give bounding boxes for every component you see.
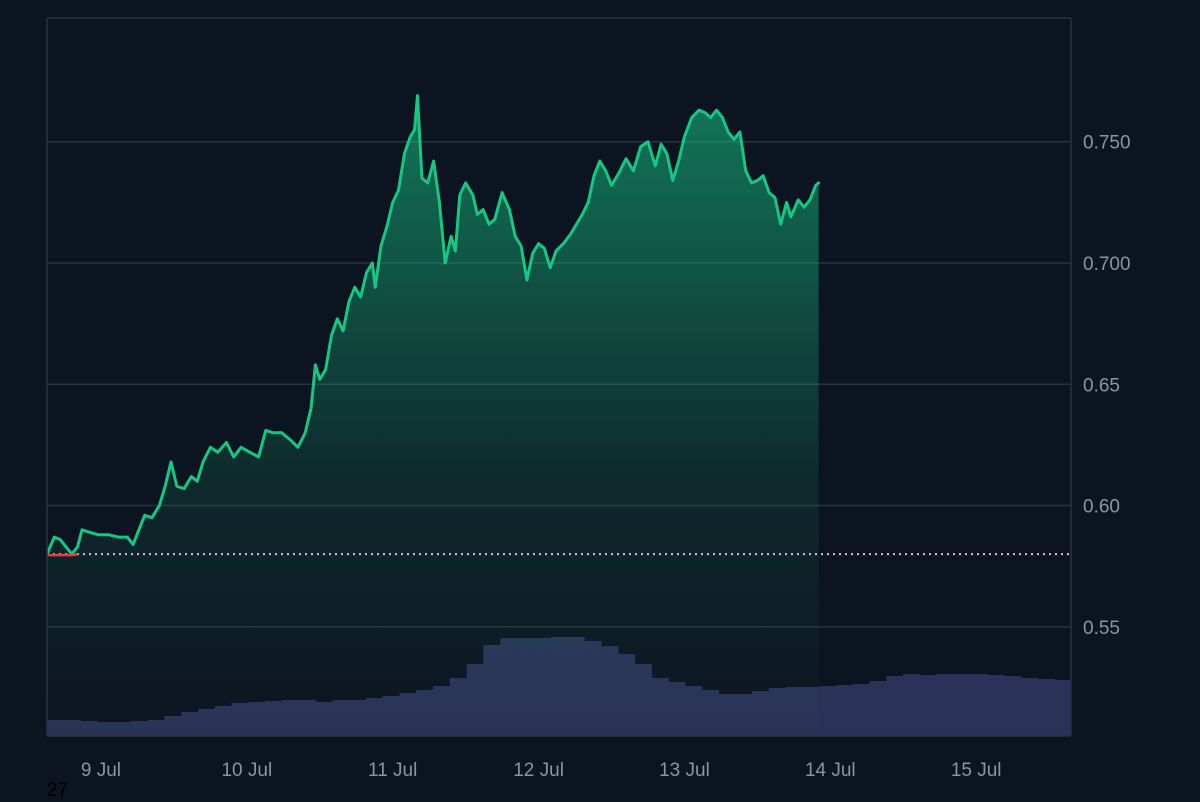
volume-bar	[1037, 679, 1055, 736]
x-tick-label: 13 Jul	[659, 760, 710, 781]
plot-frame	[46, 17, 1072, 737]
stray-tick-label: 27	[47, 780, 69, 801]
volume-bar	[886, 676, 904, 736]
volume-bar	[903, 674, 921, 736]
x-tick-label: 12 Jul	[513, 760, 564, 781]
x-tick-label: 11 Jul	[368, 760, 417, 781]
y-tick-label: 0.65	[1083, 375, 1120, 396]
y-tick-label: 0.55	[1083, 618, 1120, 639]
price-line-path	[47, 94, 821, 556]
x-tick-label: 14 Jul	[805, 760, 856, 781]
volume-bar	[852, 684, 871, 736]
y-tick-label: 0.750	[1083, 133, 1131, 154]
y-axis-tick-labels: 0.750 0.700 0.65 0.60 0.55	[1083, 133, 1131, 639]
x-tick-label: 15 Jul	[951, 760, 1002, 781]
volume-bar	[835, 685, 854, 736]
y-tick-label: 0.700	[1083, 254, 1131, 275]
price-area-fill	[47, 95, 819, 736]
volume-bar	[819, 686, 837, 736]
volume-bar	[987, 675, 1005, 736]
x-tick-label: 9 Jul	[81, 760, 121, 781]
x-axis-tick-labels: 9 Jul 10 Jul 11 Jul 12 Jul 13 Jul 14 Jul 15 Ju…	[81, 760, 1002, 781]
volume-bar	[936, 674, 955, 736]
price-area	[47, 95, 819, 736]
volume-bar	[869, 681, 887, 736]
x-tick-label: 10 Jul	[221, 760, 272, 781]
y-tick-label: 0.60	[1083, 497, 1120, 518]
volume-bar	[953, 674, 971, 736]
volume-bar	[1003, 676, 1022, 736]
price-line-below-baseline	[47, 552, 79, 557]
price-line	[47, 94, 821, 557]
volume-bar	[1054, 680, 1071, 736]
volume-bar	[970, 674, 988, 736]
volume-bar	[919, 675, 938, 736]
volume-bar	[1020, 678, 1039, 736]
